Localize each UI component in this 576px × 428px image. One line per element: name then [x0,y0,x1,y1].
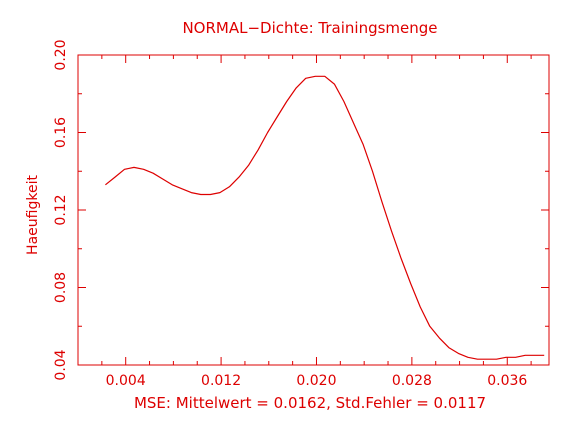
x-tick-label: 0.004 [106,373,146,389]
y-tick-label: 0.12 [53,194,69,225]
x-axis-ticks: 0.004 0.012 0.020 0.028 0.036 [101,55,532,389]
x-tick-label: 0.012 [201,373,241,389]
y-tick-label: 0.16 [53,117,69,148]
x-axis-label: MSE: Mittelwert = 0.0162, Std.Fehler = 0… [134,394,486,412]
y-tick-label: 0.04 [53,349,69,380]
y-axis-ticks: 0.04 0.08 0.12 0.16 0.20 [53,39,549,381]
chart-title: NORMAL−Dichte: Trainingsmenge [182,19,437,37]
density-line [105,75,545,360]
y-tick-label: 0.20 [53,39,69,70]
plot-frame [77,54,550,366]
y-tick-label: 0.08 [53,272,69,303]
x-tick-label: 0.036 [487,373,527,389]
series-layer [105,75,545,360]
y-axis-label: Haeufigkeit [25,175,41,255]
x-tick-label: 0.020 [296,373,336,389]
x-tick-label: 0.028 [392,373,432,389]
